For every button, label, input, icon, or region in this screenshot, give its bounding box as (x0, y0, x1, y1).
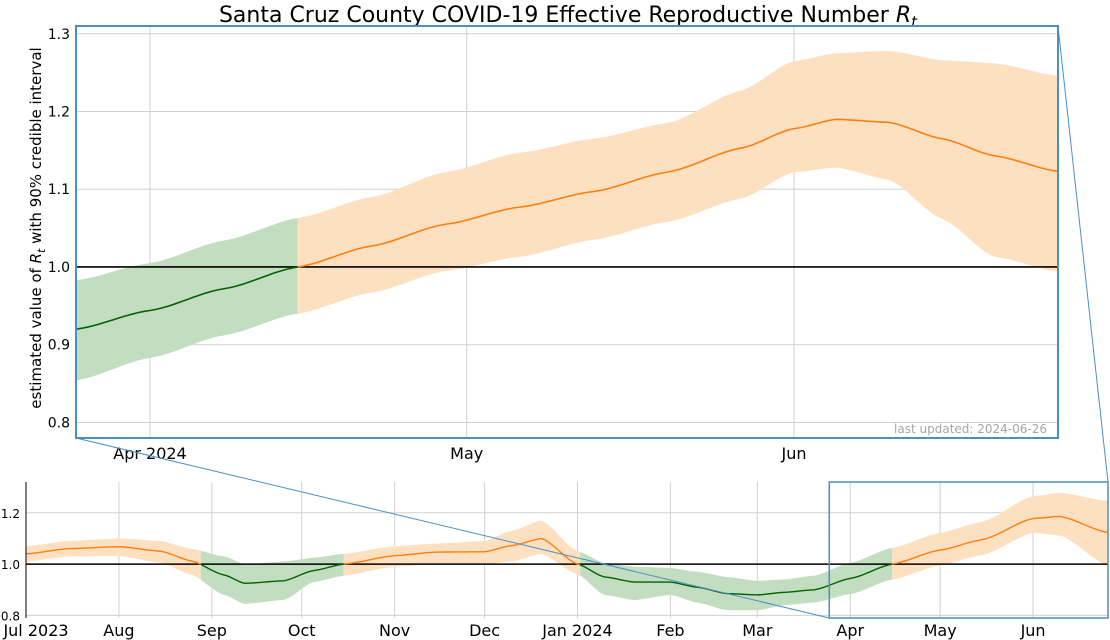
zoom-connector-left (75, 437, 830, 619)
y-axis-label-post: with 90% credible interval (27, 47, 45, 248)
zoom-y-tick-label: 1.3 (48, 27, 70, 43)
chart-title-text: Santa Cruz County COVID-19 Effective Rep… (219, 3, 896, 28)
zoom-x-tick-label: Jun (781, 444, 807, 463)
zoom-estimate-above (297, 118, 1058, 268)
overview-band-below (200, 550, 344, 604)
last-updated-annotation: last updated: 2024-06-26 (894, 422, 1047, 436)
overview-x-tick-label: Sep (197, 621, 227, 640)
zoom-connector-right (1057, 25, 1109, 483)
overview-y-tick-label: 1.2 (1, 507, 20, 521)
zoom-panel-frame (75, 25, 1059, 439)
zoom-y-tick-label: 1.1 (48, 182, 70, 198)
overview-estimate-above (892, 515, 1108, 565)
overview-band-below (580, 547, 893, 611)
y-axis-label-sub: t (35, 248, 48, 253)
overview-x-tick-label: Oct (288, 621, 316, 640)
overview-band-above (26, 538, 201, 580)
y-axis-label-math: R (27, 253, 45, 263)
overview-x-tick-label: Mar (742, 621, 773, 640)
zoom-estimate-lines (76, 118, 1058, 330)
y-axis-label-pre: estimated value of (27, 263, 45, 408)
overview-x-tick-label: Nov (379, 621, 410, 640)
overview-x-tick-label: Jan 2024 (541, 621, 612, 640)
overview-highlight-frame (828, 481, 1109, 619)
overview-x-tick-label: Dec (469, 621, 500, 640)
chart-title-math: R (896, 3, 911, 28)
overview-estimate-above (26, 545, 202, 566)
zoom-y-tick-label: 1.2 (48, 105, 70, 121)
overview-estimate-below (200, 563, 344, 585)
y-axis-label: estimated value of Rt with 90% credible … (27, 47, 48, 408)
zoom-credible-bands (76, 50, 1058, 381)
overview-x-tick-label: Aug (103, 621, 134, 640)
zoom-indicator (25, 25, 1109, 619)
overview-x-tick-label: Feb (656, 621, 684, 640)
overview-band-above (343, 520, 581, 576)
zoom-x-tick-label: May (450, 444, 483, 463)
overview-y-tick-label: 1.0 (1, 558, 20, 572)
zoom-y-tick-label: 0.9 (48, 338, 70, 354)
overview-x-tick-label: Jul 2023 (2, 621, 68, 640)
chart-title: Santa Cruz County COVID-19 Effective Rep… (219, 3, 918, 31)
zoom-estimate-below (76, 266, 298, 330)
overview-tick-labels: Jul 2023 Aug Sep Oct Nov Dec Jan 2024 Feb Mar Apr… (1, 507, 1046, 640)
overview-y-tick-label: 0.8 (1, 609, 20, 623)
zoom-tick-labels: Apr 2024 May Jun 0.8 0.9 1.0 1.1 1.2 1.3 (48, 27, 807, 463)
overview-estimate-above (343, 537, 581, 566)
zoom-plot-panel: Apr 2024 May Jun 0.8 0.9 1.0 1.1 1.2 1.3 last up… (48, 26, 1058, 463)
zoom-x-tick-label: Apr 2024 (113, 444, 186, 463)
chart-title-subscript: t (911, 13, 918, 31)
zoom-band-above (297, 50, 1058, 314)
overview-band-above (892, 492, 1108, 580)
overview-plot-panel: Jul 2023 Aug Sep Oct Nov Dec Jan 2024 Feb Mar Apr… (1, 482, 1108, 640)
zoom-y-tick-label: 0.8 (48, 415, 70, 431)
overview-x-tick-label: Jun (1020, 621, 1046, 640)
overview-x-tick-label: May (924, 621, 957, 640)
zoom-y-tick-label: 1.0 (48, 260, 70, 276)
overview-credible-bands (26, 492, 1108, 611)
overview-x-tick-label: Apr (836, 621, 864, 640)
